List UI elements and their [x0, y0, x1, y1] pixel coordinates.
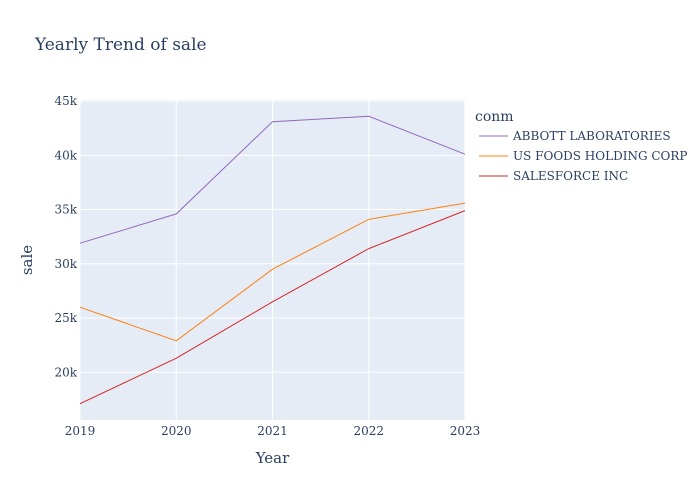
y-tick-label: 30k	[54, 257, 77, 271]
x-tick-label: 2021	[257, 424, 288, 438]
legend-entry: ABBOTT LABORATORIES	[512, 129, 671, 143]
series-line	[79, 202, 466, 342]
legend-entry: SALESFORCE INC	[513, 169, 628, 183]
y-tick-label: 40k	[54, 148, 77, 162]
series-line	[79, 210, 466, 405]
y-tick-label: 20k	[54, 365, 77, 379]
y-tick-label: 45k	[54, 94, 77, 108]
y-axis-label: sale	[18, 245, 36, 275]
x-tick-label: 2022	[353, 424, 384, 438]
x-tick-label: 2023	[450, 424, 481, 438]
x-tick-label: 2019	[65, 424, 96, 438]
x-tick-labels: 2019 2020 2021 2022 2023	[65, 424, 481, 438]
chart-title: Yearly Trend of sale	[34, 35, 207, 55]
y-tick-label: 25k	[54, 311, 77, 325]
x-axis-label: Year	[255, 449, 290, 467]
x-gridlines	[79, 100, 466, 420]
legend-entry: US FOODS HOLDING CORP	[513, 149, 687, 163]
series-lines	[79, 115, 466, 405]
legend-title: conm	[475, 109, 514, 125]
x-tick-label: 2020	[161, 424, 192, 438]
y-tick-labels: 20k 25k 30k 35k 40k 45k	[54, 94, 77, 379]
series-line	[79, 115, 466, 244]
legend: conm ABBOTT LABORATORIES US FOODS HOLDING…	[475, 109, 687, 183]
y-tick-label: 35k	[54, 203, 77, 217]
